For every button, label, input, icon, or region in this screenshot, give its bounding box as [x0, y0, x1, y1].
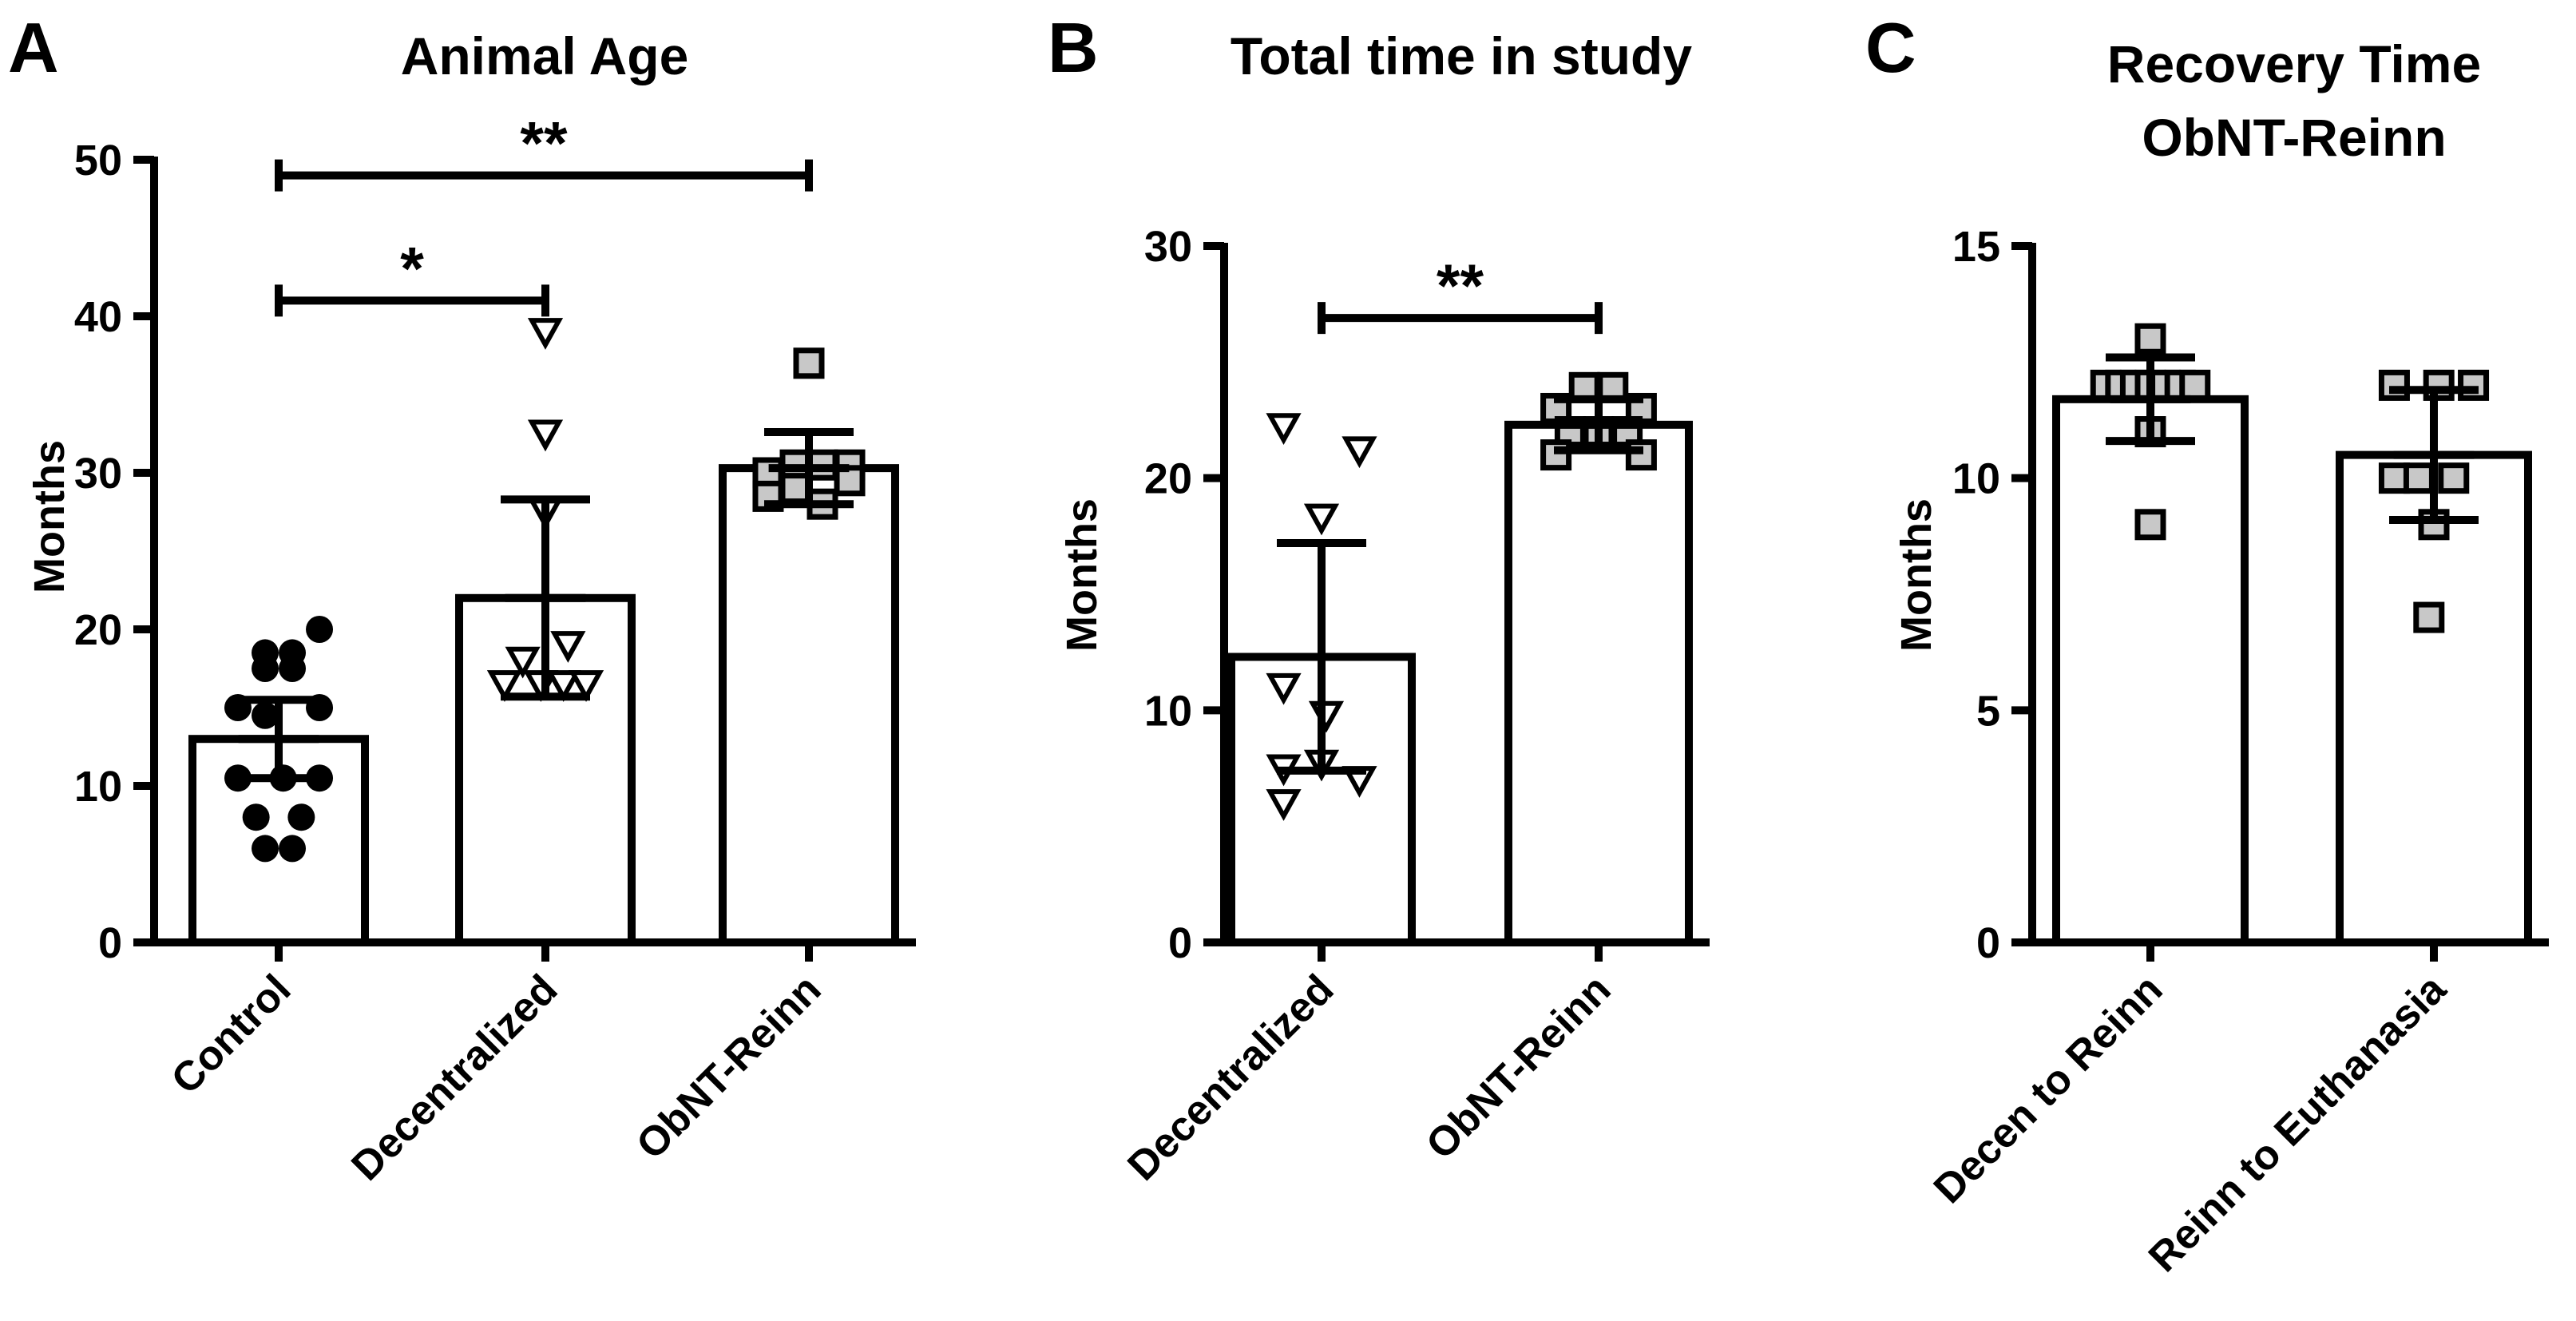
panel-c-title-line-2: ObNT-Reinn — [2142, 108, 2446, 167]
data-point-square — [2378, 369, 2410, 401]
data-point-triangle — [1266, 413, 1302, 446]
y-tick-label: 10 — [1144, 687, 1192, 735]
panel-a-title: Animal Age — [401, 26, 689, 85]
y-tick-label: 20 — [74, 606, 122, 654]
data-point-square — [2423, 369, 2455, 401]
data-point-triangle — [486, 670, 523, 702]
y-tick-label: 20 — [1144, 455, 1192, 503]
y-tick-label: 30 — [1144, 223, 1192, 271]
panel-b-title: Total time in study — [1231, 26, 1692, 85]
data-point-circle — [287, 803, 315, 831]
y-tick-label: 0 — [1168, 919, 1192, 967]
data-point-circle — [306, 616, 334, 643]
data-point-square — [2438, 462, 2470, 494]
data-point-triangle — [527, 419, 564, 452]
data-point-triangle — [550, 631, 586, 663]
data-point-square — [2378, 462, 2410, 494]
data-point-circle — [279, 639, 307, 667]
y-tick-label: 30 — [74, 450, 122, 498]
data-point-triangle — [568, 670, 604, 702]
data-point-triangle — [1342, 436, 1377, 469]
data-point-circle — [251, 701, 279, 729]
panel-b-letter: B — [1048, 8, 1099, 87]
panel-a-significance-label: ** — [520, 110, 568, 178]
data-point-triangle — [1266, 789, 1302, 821]
data-point-square — [2413, 601, 2445, 633]
panel-a-letter: A — [8, 8, 59, 87]
data-point-square — [1625, 439, 1657, 471]
panel-c-letter: C — [1865, 8, 1916, 87]
data-point-square — [2458, 369, 2490, 401]
panel-c-title-line-1: Recovery Time — [2107, 34, 2481, 93]
data-point-square — [1540, 439, 1572, 471]
y-tick-label: 0 — [98, 919, 122, 967]
bar — [2052, 395, 2249, 946]
data-point-triangle — [527, 318, 564, 350]
y-tick-label: 0 — [1976, 919, 2000, 967]
bar — [1504, 420, 1693, 946]
data-point-triangle — [1266, 672, 1302, 705]
data-point-square — [779, 473, 811, 505]
panel-c-y-axis-label: Months — [1892, 498, 1940, 652]
y-tick-label: 40 — [74, 293, 122, 341]
data-point-square — [2134, 323, 2166, 355]
y-tick-label: 5 — [1976, 687, 2000, 735]
data-point-circle — [251, 835, 279, 863]
data-point-circle — [242, 803, 270, 831]
y-tick-label: 15 — [1952, 223, 2000, 271]
data-point-square — [2134, 509, 2166, 541]
panel-a-y-axis-label: Months — [26, 440, 73, 593]
y-tick-label: 10 — [1952, 455, 2000, 503]
bar — [719, 464, 899, 946]
y-tick-label: 10 — [74, 763, 122, 811]
data-point-triangle — [505, 646, 541, 679]
data-point-square — [2403, 462, 2435, 494]
data-point-square — [793, 347, 825, 379]
data-point-triangle — [1303, 503, 1340, 536]
data-point-triangle — [545, 670, 581, 702]
data-point-square — [2179, 369, 2211, 401]
y-tick-label: 50 — [74, 137, 122, 184]
data-point-circle — [251, 639, 279, 667]
panel-a-significance-label: * — [400, 235, 424, 303]
data-point-circle — [279, 835, 307, 863]
panel-b-significance-label: ** — [1437, 252, 1484, 320]
data-point-square — [834, 465, 866, 497]
panel-b-y-axis-label: Months — [1058, 498, 1106, 652]
